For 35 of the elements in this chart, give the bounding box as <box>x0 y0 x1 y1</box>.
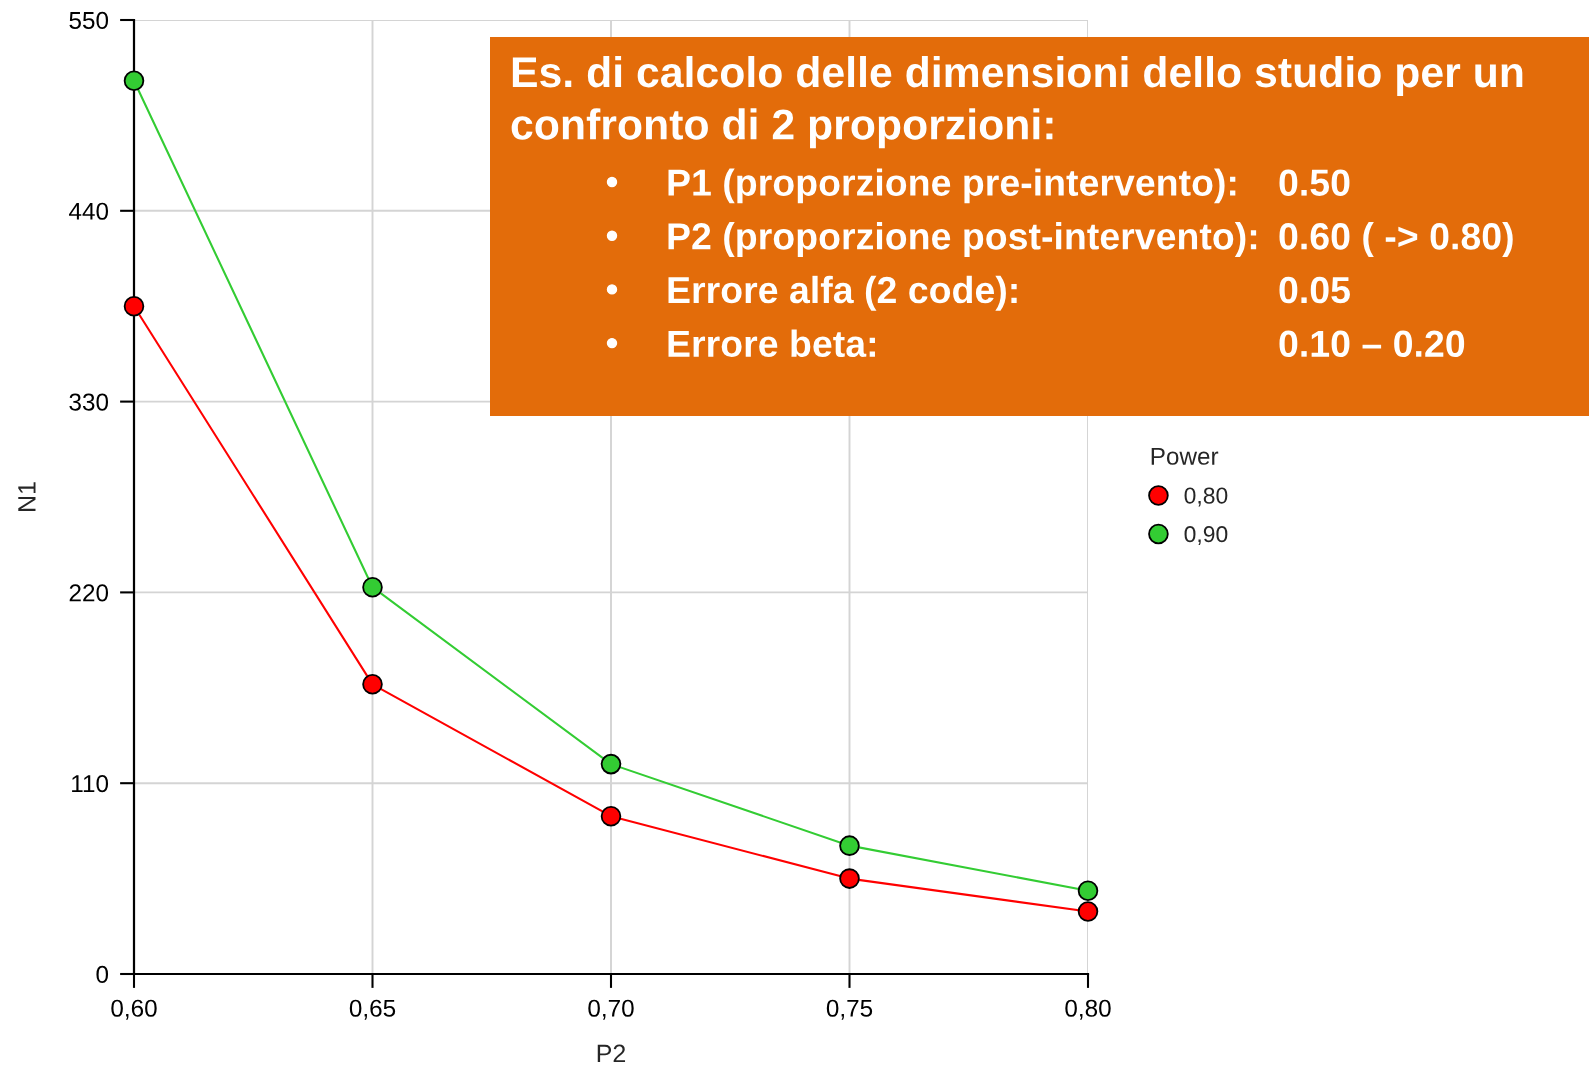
legend-label: 0,80 <box>1184 487 1228 507</box>
x-tick-label: 0,65 <box>349 999 396 1020</box>
annotation: P2 (proporzione post-intervento): <box>668 222 1257 258</box>
point <box>123 295 145 317</box>
annotation: Errore beta: <box>668 329 875 358</box>
point <box>839 868 860 889</box>
annotation: Errore alfa (2 code): <box>668 275 1017 311</box>
x-tick-label: 0,60 <box>111 999 157 1020</box>
y-tick-label: 0 <box>96 965 109 984</box>
x-tick-label: 0,75 <box>826 999 873 1020</box>
point <box>600 753 622 775</box>
point <box>362 674 383 695</box>
point <box>600 805 622 827</box>
point <box>362 576 383 598</box>
point <box>1077 880 1099 902</box>
text: 0.60 ( -> 0.80) <box>1279 222 1513 258</box>
y-axis-title: N1 <box>18 482 36 511</box>
y-tick-label: 330 <box>69 393 109 411</box>
annotation: Es. di calcolo delle dimensioni dello studio per un confronto di 2 proporzioni: <box>511 56 1523 149</box>
y-tick-label: 440 <box>69 202 109 220</box>
point <box>1077 901 1099 922</box>
text: 0.10 – 0.20 <box>1279 330 1465 358</box>
y-tick-label: 110 <box>72 775 109 793</box>
text: 0.50 <box>1279 169 1350 196</box>
x-tick-label: 0,70 <box>588 999 634 1020</box>
x-tick-label: 0,80 <box>1065 999 1111 1020</box>
point <box>839 835 860 856</box>
y-tick-label: 220 <box>69 584 109 602</box>
legend-label: 0,90 <box>1184 526 1228 545</box>
y-tick-label: 550 <box>69 11 109 30</box>
annotation: P1 (proporzione pre-intervento): <box>668 168 1236 204</box>
x-axis-title: P2 <box>597 1044 626 1062</box>
point <box>123 70 145 91</box>
text: 0.05 <box>1279 276 1350 304</box>
legend-title: Power <box>1151 447 1219 465</box>
